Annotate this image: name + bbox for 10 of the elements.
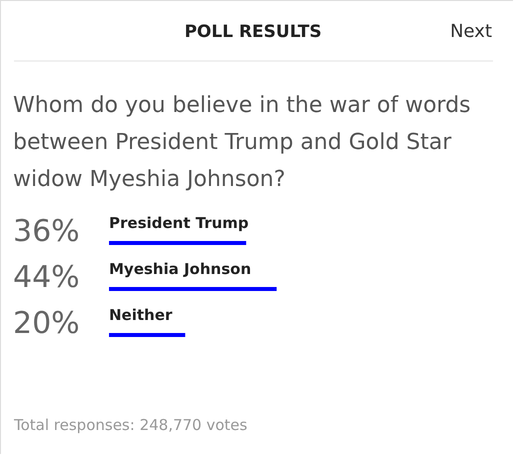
chart-title: POLL RESULTS [184,22,322,42]
data-label: 36% [13,214,80,249]
y-tick-label: Myeshia Johnson [109,260,252,278]
y-tick-label: President Trump [109,214,249,232]
y-tick-label: Neither [109,306,173,324]
text: Total responses: 248,770 votes [13,416,248,434]
data-label: 20% [13,306,80,341]
chart-subtitle: Whom do you believe in the war of words between President Trump and Gold Star widow Myeshia Johnson? [13,93,471,192]
data-label: 44% [13,260,80,295]
text: Next [450,21,492,42]
